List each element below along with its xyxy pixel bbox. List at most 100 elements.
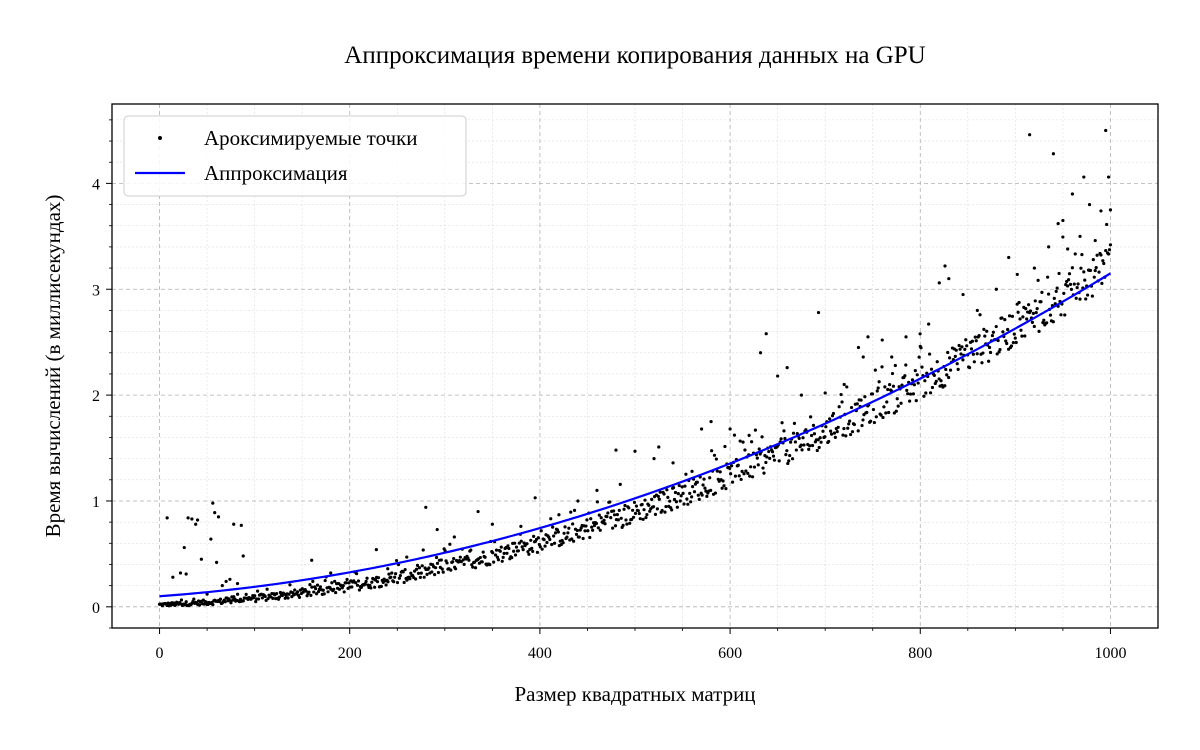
scatter-point	[574, 532, 579, 536]
y-axis-label: Время вычислений (в миллисекундах)	[41, 195, 65, 538]
scatter-point	[1105, 222, 1109, 227]
scatter-point	[975, 352, 979, 356]
scatter-point	[914, 399, 918, 403]
scatter-point	[419, 571, 423, 575]
scatter-point	[682, 502, 686, 506]
scatter-point	[1032, 324, 1036, 329]
scatter-point	[905, 388, 909, 392]
scatter-point	[341, 583, 345, 588]
scatter-point	[816, 438, 820, 442]
scatter-point	[657, 445, 661, 449]
scatter-point	[765, 455, 769, 459]
scatter-point	[741, 440, 745, 444]
scatter-point	[903, 374, 907, 378]
scatter-point	[678, 499, 682, 503]
scatter-point	[1028, 309, 1033, 313]
scatter-point	[955, 362, 959, 366]
scatter-point	[1099, 209, 1103, 213]
legend-box	[123, 115, 467, 197]
scatter-point	[216, 515, 221, 519]
scatter-point	[398, 573, 402, 578]
scatter-point	[1073, 252, 1077, 256]
scatter-point	[724, 487, 728, 491]
scatter-point	[632, 500, 637, 505]
scatter-point	[894, 409, 898, 413]
scatter-point	[171, 575, 175, 579]
scatter-point	[991, 330, 995, 334]
scatter-point	[1099, 253, 1103, 257]
scatter-point	[969, 347, 974, 351]
scatter-point	[788, 453, 792, 458]
scatter-point	[746, 471, 750, 475]
scatter-point	[829, 429, 833, 433]
scatter-point	[1046, 275, 1050, 279]
scatter-point	[943, 264, 947, 268]
scatter-point	[1072, 282, 1076, 286]
scatter-point	[1093, 268, 1097, 273]
scatter-point	[656, 494, 660, 498]
scatter-point	[215, 560, 219, 564]
scatter-point	[1019, 328, 1023, 332]
scatter-point	[532, 534, 536, 539]
scatter-point	[1055, 286, 1059, 290]
scatter-point	[873, 368, 877, 372]
scatter-point	[713, 491, 718, 495]
scatter-point	[330, 581, 334, 585]
scatter-point	[241, 554, 245, 558]
scatter-point	[988, 350, 993, 355]
scatter-point	[972, 360, 976, 364]
scatter-point	[332, 587, 336, 591]
scatter-point	[985, 329, 989, 333]
scatter-point	[598, 528, 602, 532]
scatter-point	[592, 523, 597, 528]
scatter-point	[622, 507, 626, 511]
scatter-point	[823, 435, 827, 439]
scatter-point	[809, 415, 813, 419]
scatter-point	[692, 490, 697, 494]
scatter-point	[837, 405, 841, 409]
scatter-point	[877, 380, 881, 384]
scatter-point	[998, 347, 1002, 352]
scatter-point	[318, 585, 323, 589]
scatter-point	[1093, 238, 1097, 243]
scatter-point	[900, 383, 904, 387]
scatter-point	[552, 541, 557, 545]
scatter-point	[777, 459, 781, 463]
scatter-point	[1028, 133, 1032, 137]
scatter-point	[365, 576, 369, 580]
scatter-point	[589, 517, 593, 521]
scatter-point	[948, 368, 953, 372]
scatter-point	[220, 584, 224, 588]
scatter-point	[433, 573, 437, 577]
scatter-point	[533, 496, 537, 500]
scatter-point	[1067, 272, 1072, 276]
scatter-point	[585, 518, 589, 522]
scatter-point	[1011, 341, 1015, 345]
scatter-point	[841, 433, 845, 437]
scatter-point	[1092, 275, 1096, 279]
scatter-point	[839, 392, 843, 397]
scatter-point	[860, 423, 864, 428]
scatter-point	[567, 526, 571, 530]
scatter-point	[342, 590, 346, 594]
scatter-point	[929, 367, 934, 371]
scatter-point	[356, 579, 361, 583]
scatter-point	[671, 486, 676, 490]
fit-line	[159, 272, 1112, 598]
scatter-point	[920, 365, 924, 369]
scatter-point	[987, 345, 992, 350]
y-axis-ticks: 0 1 2 3 4	[92, 119, 112, 629]
scatter-point	[213, 511, 217, 515]
chart-title: Аппроксимация времени копирования данных…	[344, 42, 925, 69]
scatter-point	[439, 558, 443, 562]
scatter-point	[1107, 248, 1112, 252]
scatter-point	[321, 588, 325, 592]
scatter-point	[930, 385, 935, 390]
scatter-point	[308, 583, 312, 587]
scatter-point	[752, 465, 757, 469]
scatter-point	[767, 449, 771, 454]
scatter-point	[1075, 286, 1079, 290]
scatter-point	[1015, 272, 1019, 277]
scatter-point	[720, 486, 724, 490]
scatter-point	[947, 356, 952, 360]
